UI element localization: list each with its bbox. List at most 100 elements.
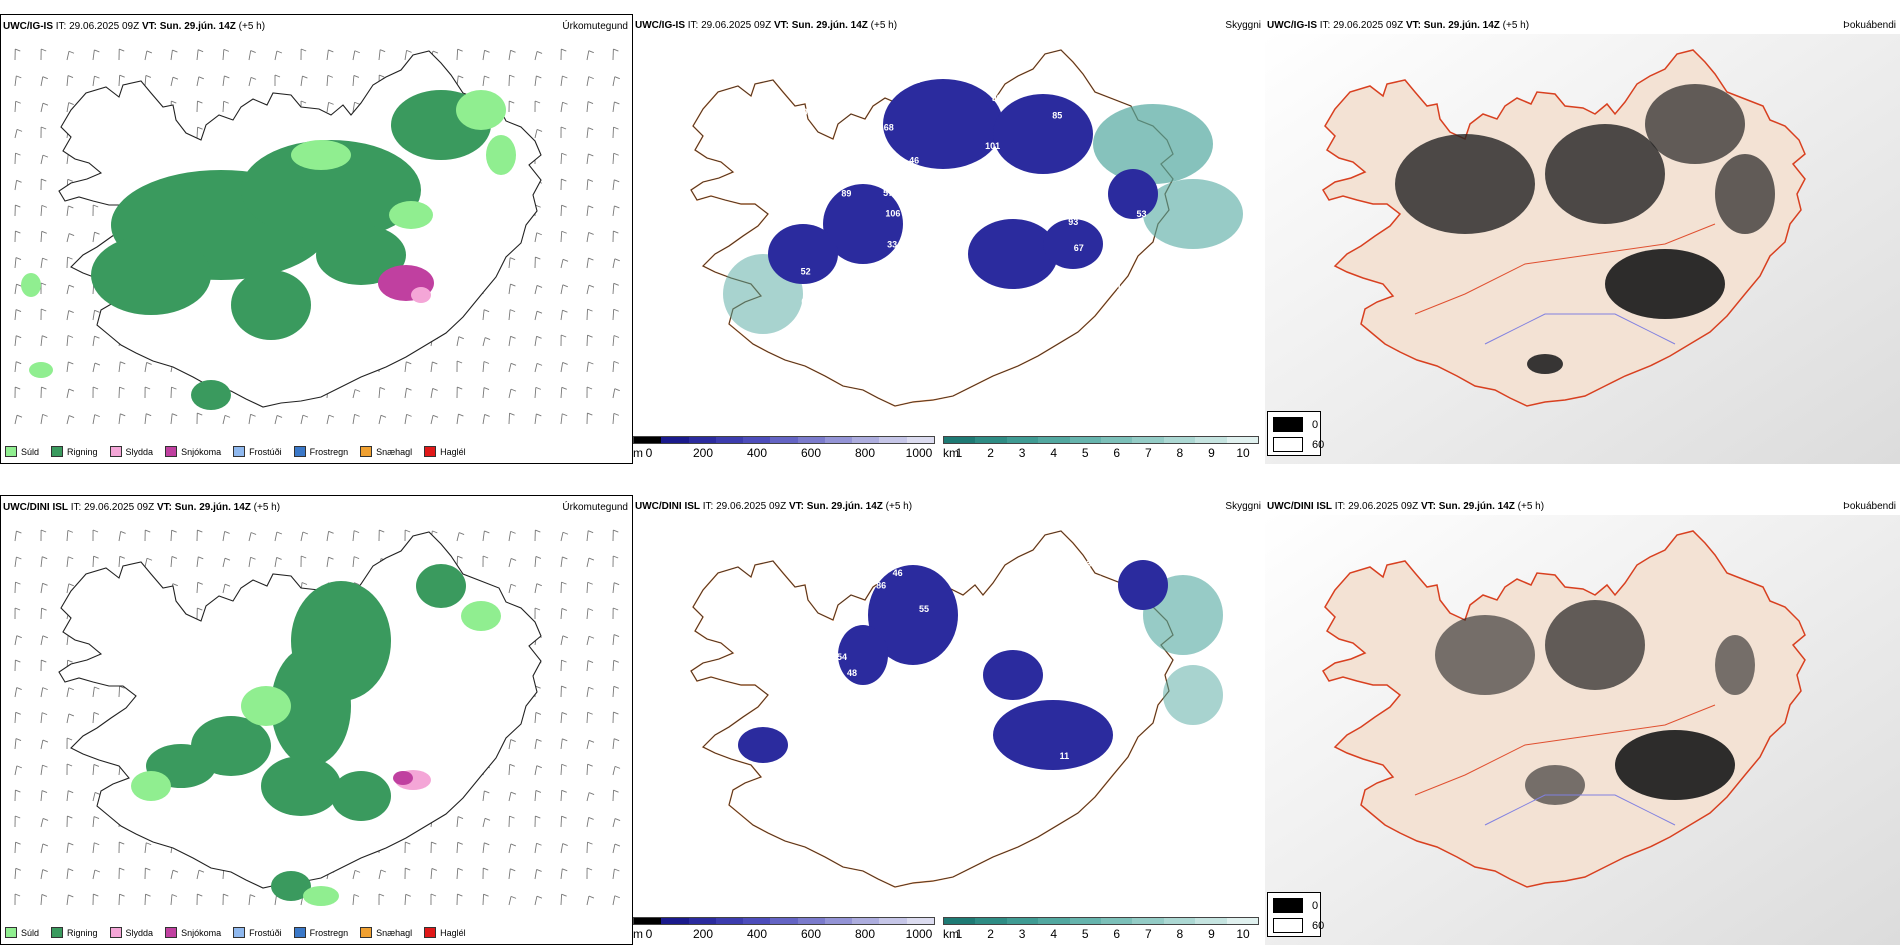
wind-barb: [534, 284, 543, 295]
visibility-label: 43: [1022, 777, 1032, 787]
fog-core: [1615, 730, 1735, 800]
colorbar-unit: km: [943, 446, 959, 460]
visibility-label: 37: [1055, 808, 1065, 818]
wind-barb: [144, 362, 152, 373]
wind-barb: [40, 413, 48, 425]
wind-barb: [378, 49, 386, 61]
visibility-label: 55: [919, 604, 929, 614]
visibility-label: 11: [1060, 751, 1070, 761]
wind-barb: [560, 204, 567, 217]
wind-barb: [586, 557, 595, 568]
fog-index-panel-bottom: UWC/DINI ISL IT: 29.06.2025 09Z VT: Sun.…: [1265, 495, 1900, 945]
rain-area: [261, 756, 341, 816]
colorbar-step: [661, 437, 689, 443]
fog-area: [993, 94, 1093, 174]
wind-barb: [430, 388, 438, 399]
wind-barb: [118, 413, 126, 425]
wind-barb: [560, 893, 567, 906]
fog-core: [1645, 84, 1745, 164]
wind-barb: [92, 414, 100, 425]
panel-header: UWC/DINI ISL IT: 29.06.2025 09Z VT: Sun.…: [1267, 501, 1545, 512]
panel-title: Úrkomutegund: [562, 502, 628, 513]
wind-barb: [404, 49, 412, 61]
wind-barb: [534, 895, 543, 906]
wind-barb: [118, 531, 126, 542]
wind-barb: [14, 815, 21, 828]
wind-barb: [40, 843, 49, 854]
colorbar-tick: 0: [645, 927, 653, 941]
colorbar-tick: 200: [692, 927, 714, 941]
wind-barb: [118, 361, 126, 373]
visibility-label: 23: [1081, 559, 1091, 569]
wind-barb: [534, 607, 541, 620]
visibility-label: 45: [1062, 208, 1072, 218]
wind-barb: [40, 687, 48, 698]
wind-barb: [612, 258, 620, 269]
wind-barb: [612, 555, 619, 568]
wind-barb: [508, 388, 517, 399]
wind-barb: [586, 386, 593, 399]
wind-barb: [534, 556, 542, 568]
fog-core: [1545, 600, 1645, 690]
wind-barb: [40, 635, 48, 646]
precip-type-map: [14, 48, 620, 425]
wind-barb: [430, 361, 438, 373]
legend-item: Rigning: [51, 927, 98, 938]
wind-barb: [612, 412, 620, 425]
wind-barb: [508, 74, 515, 87]
legend-swatch: [5, 927, 17, 938]
wind-barb: [560, 635, 568, 646]
wind-barb: [66, 713, 75, 724]
legend-item: Frostregn: [293, 446, 348, 457]
wind-barb: [40, 386, 47, 399]
legend-swatch: [165, 927, 178, 938]
wind-barb: [612, 205, 620, 217]
colorbar-tick: 4: [1050, 446, 1057, 460]
wind-barb: [586, 660, 594, 672]
wind-barb: [586, 867, 593, 880]
visibility-label: 84: [1006, 699, 1016, 709]
wind-barb: [560, 738, 568, 750]
wind-barb: [222, 100, 229, 113]
legend-label: Snæhagl: [376, 927, 413, 938]
colorbar-step: [1069, 437, 1102, 443]
wind-barb: [378, 869, 387, 880]
wind-barb: [560, 531, 569, 542]
wind-barb: [612, 308, 619, 321]
wind-barb: [170, 386, 177, 399]
legend-swatch: [424, 927, 437, 938]
wind-barb: [508, 335, 516, 347]
legend-swatch: [360, 927, 373, 938]
wind-barb: [326, 101, 334, 113]
legend-label: Rigning: [67, 927, 98, 938]
rain-area: [271, 871, 311, 901]
wind-barb: [586, 153, 594, 165]
wind-barb: [222, 531, 230, 542]
wind-barb: [586, 686, 594, 698]
colorbar-step: [906, 918, 934, 924]
wind-barb: [40, 204, 48, 217]
legend-label: Haglél: [440, 446, 466, 457]
visibility-label: 55: [919, 268, 929, 278]
wind-barb: [66, 233, 75, 243]
wind-barb: [248, 556, 256, 568]
wind-barb: [482, 49, 490, 61]
colorbar-tick: 3: [1018, 927, 1026, 941]
wind-barb: [482, 817, 491, 828]
wind-barb: [404, 387, 412, 399]
wind-barb: [196, 49, 204, 61]
wind-barb: [560, 101, 568, 113]
wind-barb: [612, 634, 620, 646]
wind-barb: [66, 415, 75, 425]
elevation-colorbar: m 0 200 400 600 800 1000: [633, 436, 935, 464]
legend-swatch: [293, 446, 306, 457]
colorbar-step: [1163, 918, 1196, 924]
coastline-outline: [690, 49, 1174, 407]
wind-barb: [92, 49, 100, 61]
panel-title: Þokuábendi: [1843, 501, 1896, 512]
wind-barb: [404, 413, 412, 425]
visibility-label: 101: [985, 141, 1000, 151]
wind-barb: [326, 414, 335, 425]
wind-barb: [300, 414, 309, 425]
visibility-label: 108: [870, 264, 885, 274]
